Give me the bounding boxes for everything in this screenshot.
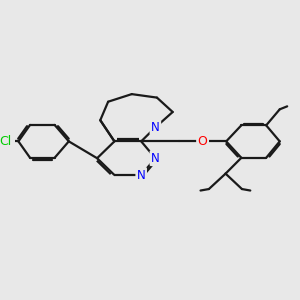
- Text: Cl: Cl: [0, 135, 12, 148]
- Text: N: N: [151, 152, 160, 165]
- Text: N: N: [137, 169, 146, 182]
- Text: N: N: [151, 121, 160, 134]
- Text: O: O: [198, 135, 208, 148]
